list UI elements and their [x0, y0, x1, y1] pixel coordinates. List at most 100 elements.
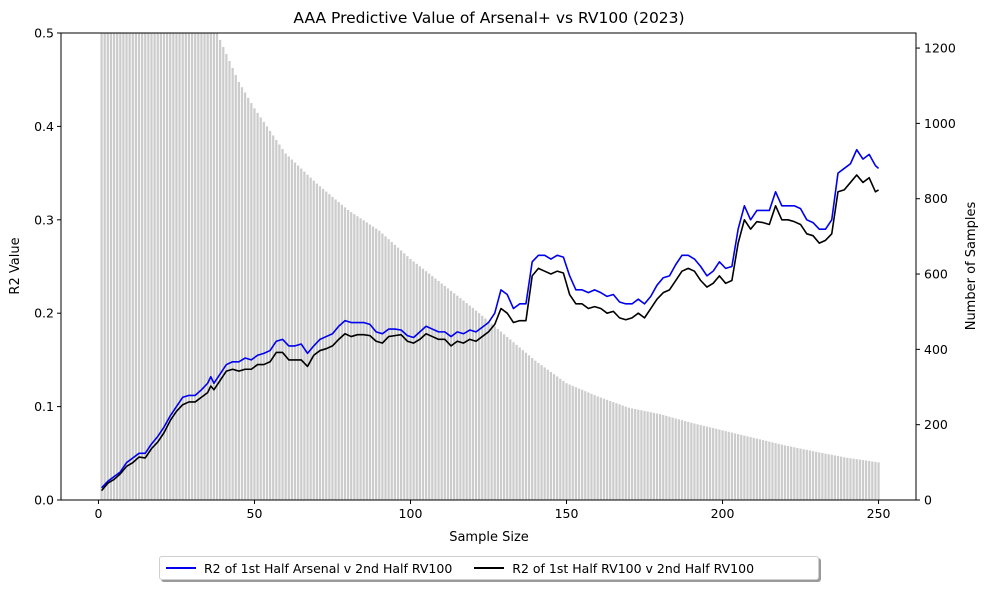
sample-count-bar	[690, 422, 693, 500]
y-tick-label: 0.0	[34, 493, 54, 508]
sample-count-bar	[515, 344, 518, 500]
sample-count-bar	[680, 420, 684, 500]
sample-count-bar	[786, 446, 790, 500]
sample-count-bar	[194, 33, 197, 500]
sample-count-bar	[268, 130, 272, 501]
sample-count-bar	[418, 266, 421, 500]
sample-count-bar	[178, 33, 181, 500]
sample-count-bar	[758, 439, 762, 500]
sample-count-bar	[190, 33, 194, 500]
sample-count-bar	[777, 443, 780, 500]
sample-count-bar	[346, 210, 350, 500]
sample-count-bar	[147, 33, 150, 500]
sample-count-bar	[265, 126, 269, 501]
sample-count-bar	[424, 271, 428, 500]
sample-count-bar	[240, 87, 244, 500]
sample-count-bar	[446, 288, 450, 500]
sample-count-bar	[203, 33, 206, 500]
legend-swatch-rv100	[474, 567, 505, 569]
sample-count-bar	[306, 174, 309, 501]
sample-count-bar	[259, 117, 262, 501]
y-axis-ticks: 0.0 0.1 0.2 0.3 0.4 0.5	[34, 26, 61, 508]
sample-count-bar	[297, 165, 300, 500]
sample-count-bar	[122, 33, 125, 500]
sample-count-bar	[222, 46, 225, 501]
sample-count-bar	[481, 315, 484, 500]
sample-count-bar	[465, 303, 468, 500]
sample-count-bar	[640, 410, 643, 500]
sample-count-bar	[487, 321, 490, 500]
sample-count-bar	[103, 33, 106, 500]
sample-count-bar	[428, 273, 431, 500]
sample-count-bar	[568, 384, 571, 500]
sample-count-bar	[172, 33, 175, 500]
sample-count-bar	[827, 454, 830, 500]
sample-count-bar	[699, 425, 702, 500]
sample-count-bar	[281, 149, 284, 500]
sample-count-bar	[602, 398, 606, 500]
sample-count-bar	[256, 112, 259, 500]
sample-count-bar	[181, 33, 184, 500]
sample-count-bar	[521, 350, 524, 500]
sample-count-bar	[627, 407, 631, 500]
legend-label-rv100: R2 of 1st Half RV100 v 2nd Half RV100	[512, 560, 755, 576]
sample-count-bar	[855, 459, 858, 500]
sample-count-bar	[243, 92, 247, 500]
sample-count-bar	[593, 395, 596, 500]
sample-count-bar	[409, 258, 412, 500]
sample-count-bar	[253, 108, 256, 500]
sample-count-bar	[674, 418, 677, 500]
sample-count-bar	[215, 33, 219, 500]
sample-count-bar	[431, 276, 434, 500]
sample-count-bar	[109, 33, 113, 500]
sample-count-bar	[846, 457, 849, 500]
x-axis-label: Sample Size	[449, 530, 529, 545]
sample-count-bar	[331, 196, 334, 500]
sample-count-bar	[646, 411, 649, 500]
sample-count-bar	[412, 261, 415, 500]
sample-count-bar	[805, 449, 808, 500]
sample-count-bar	[761, 440, 765, 500]
sample-count-bar	[833, 455, 836, 500]
sample-count-bar	[384, 236, 387, 500]
series-line-arsenal	[100, 148, 880, 489]
sample-count-bar	[821, 453, 824, 500]
sample-count-bar	[247, 97, 250, 500]
sample-count-bar	[209, 33, 212, 500]
sample-count-bar	[144, 33, 147, 500]
sample-count-bar	[165, 33, 169, 500]
y-tick-label: 0.2	[34, 306, 54, 321]
sample-count-bar	[506, 336, 509, 500]
sample-count-bar	[531, 358, 534, 500]
sample-count-bar	[334, 199, 337, 500]
y2-tick-label: 400	[924, 342, 948, 357]
sample-count-bar	[350, 212, 353, 500]
sample-count-bar	[359, 218, 362, 501]
sample-count-bar	[437, 281, 440, 500]
y2-axis-ticks: 0 200 400 600 800 1000 1200	[916, 41, 956, 508]
sample-count-bar	[512, 342, 515, 500]
sample-count-bar	[468, 305, 471, 500]
y-tick-label: 0.1	[34, 399, 54, 414]
sample-count-bar	[225, 53, 228, 500]
sample-count-bar	[321, 188, 325, 501]
y-tick-label: 0.5	[34, 26, 54, 41]
y-axis-label: R2 Value	[8, 237, 23, 294]
y-tick-label: 0.4	[34, 119, 54, 134]
sample-count-bar	[546, 369, 549, 500]
sample-count-bar	[752, 437, 755, 500]
sample-count-bar	[715, 428, 718, 500]
sample-count-bar	[287, 156, 290, 500]
sample-count-bar	[580, 389, 584, 500]
sample-count-bar	[793, 447, 796, 500]
sample-count-bar	[652, 412, 656, 500]
sample-count-bar	[400, 250, 403, 500]
sample-count-bar	[696, 424, 699, 500]
sample-count-bar	[852, 458, 855, 500]
sample-count-bar	[562, 380, 565, 500]
sample-count-bar	[637, 409, 640, 500]
sample-count-bar	[556, 376, 559, 500]
sample-count-bar	[187, 33, 191, 500]
sample-count-bar	[540, 365, 543, 500]
